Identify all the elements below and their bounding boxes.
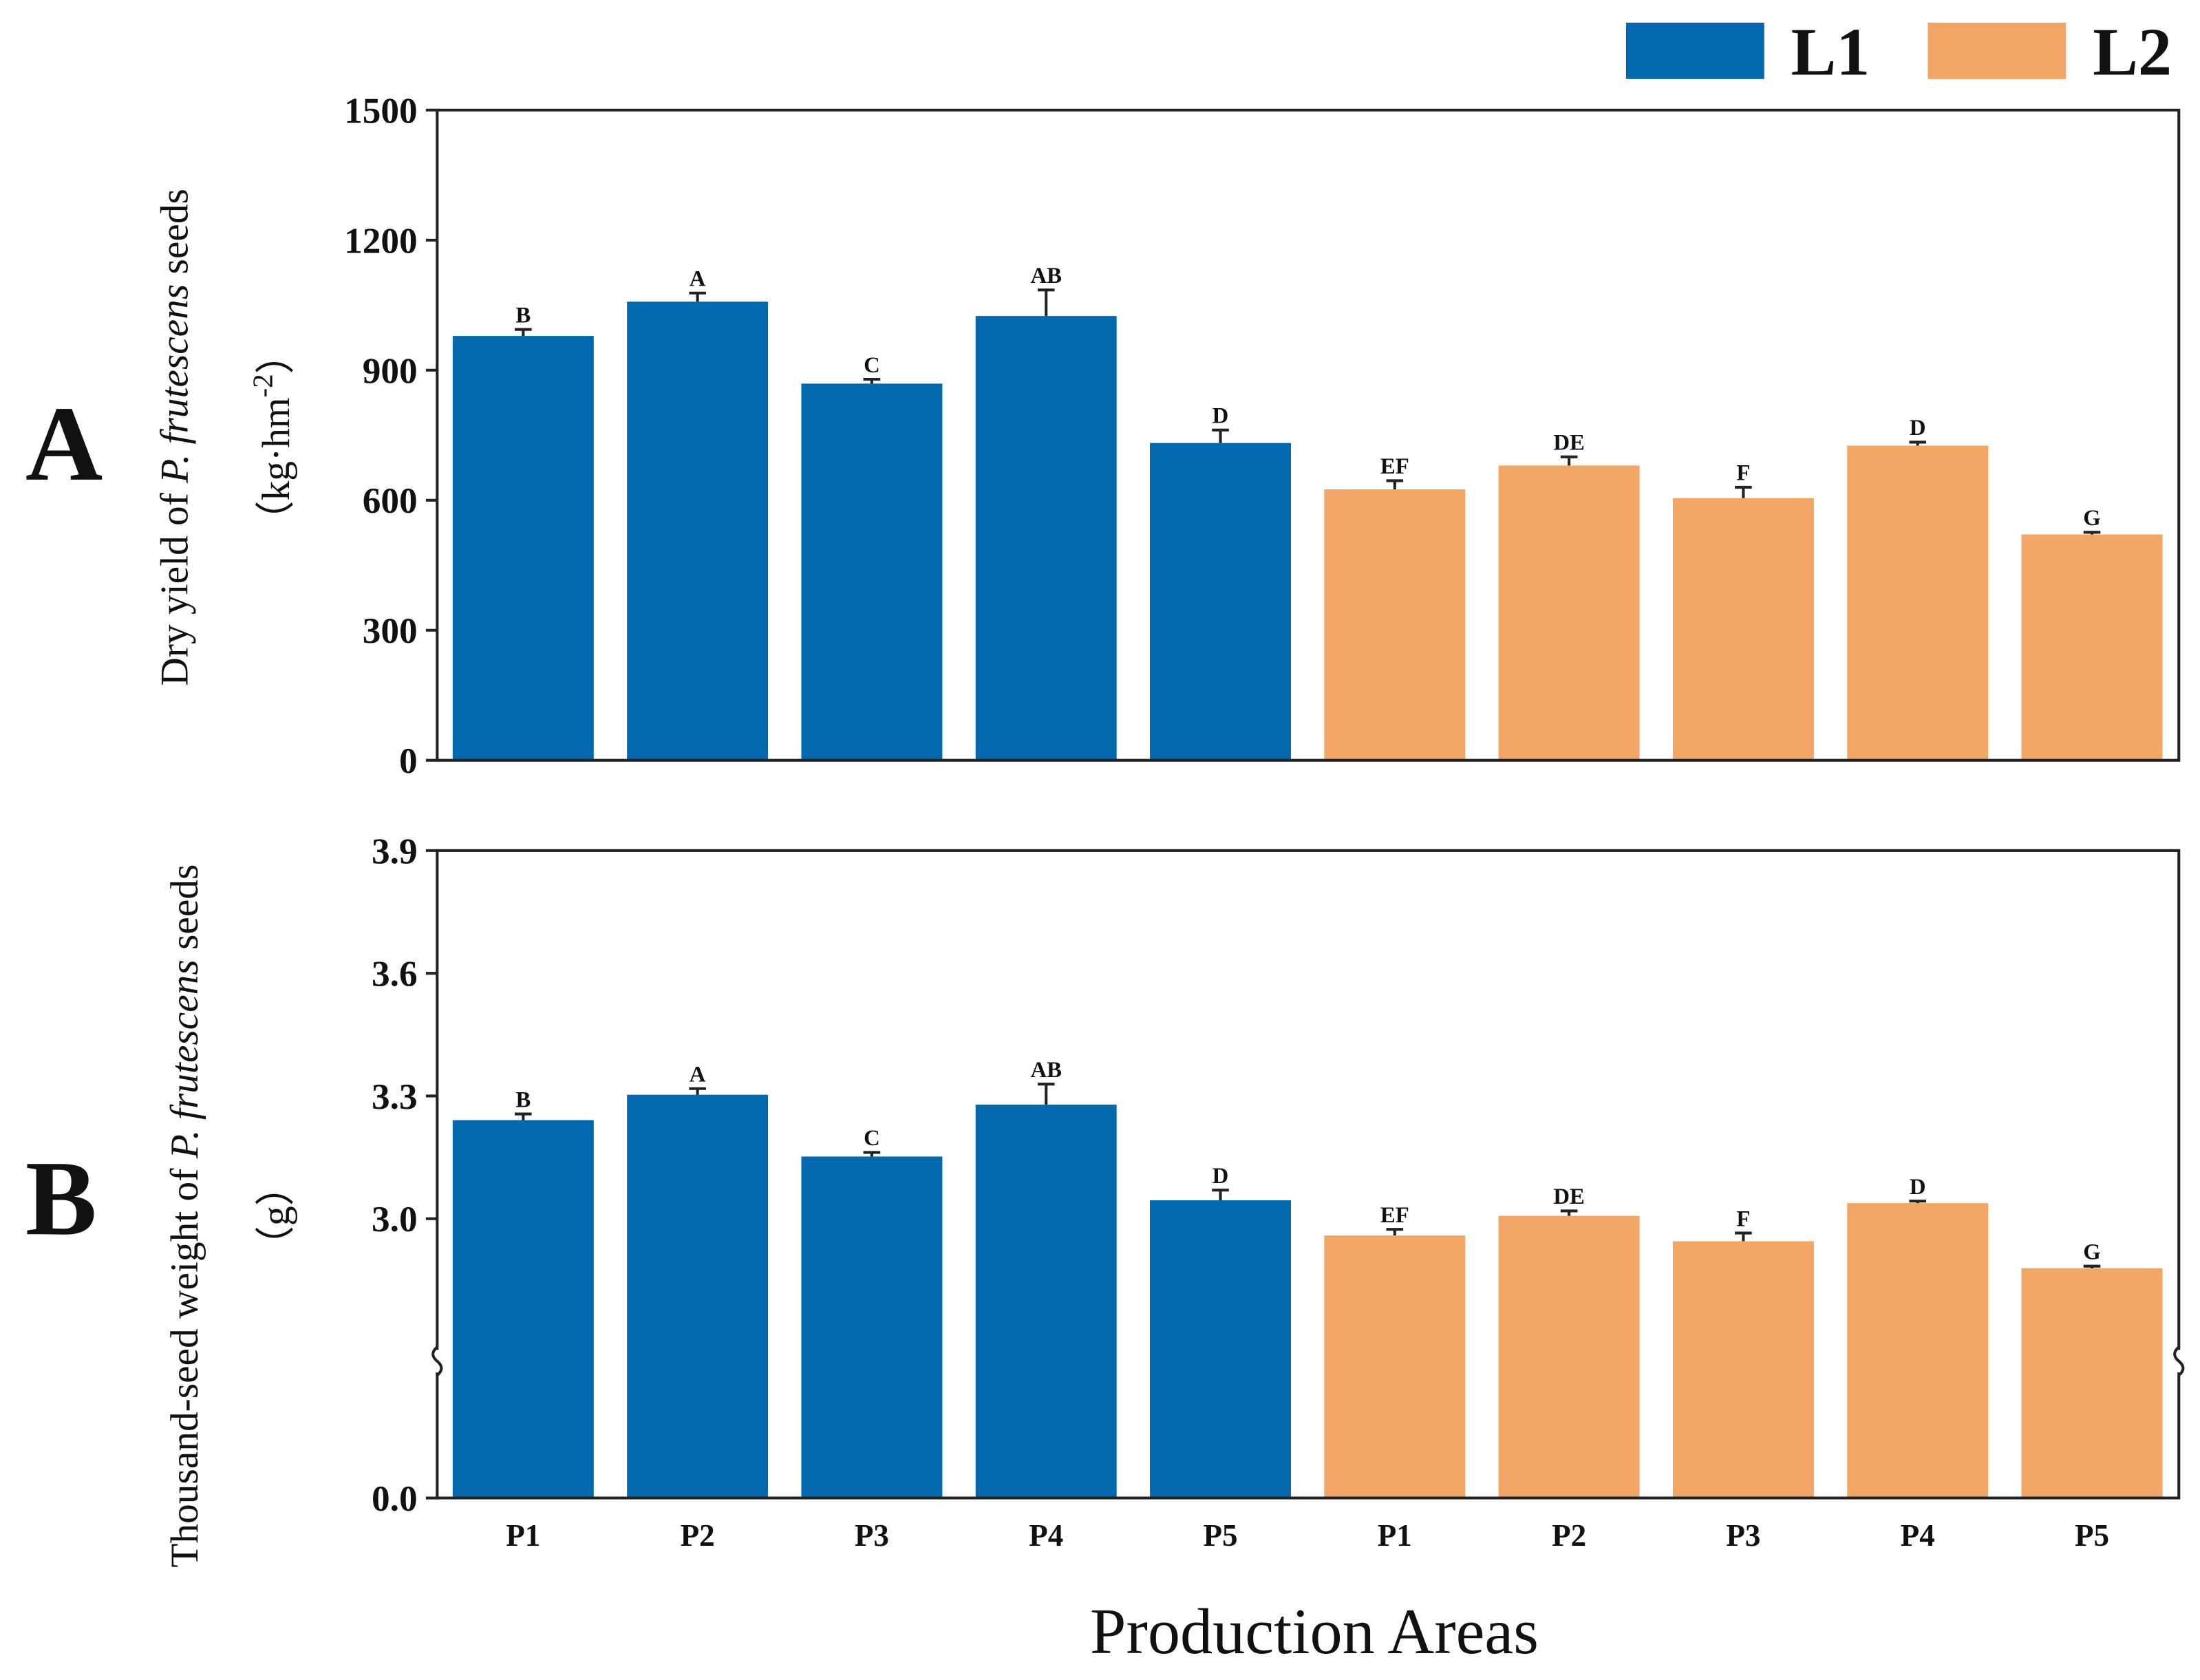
significance-letter: G [2083, 1240, 2100, 1264]
x-tick-label: P2 [1552, 1518, 1586, 1553]
x-tick-label: P2 [681, 1518, 715, 1553]
significance-letter: F [1736, 461, 1750, 486]
significance-letter: AB [1030, 264, 1062, 288]
significance-letter: A [690, 1063, 706, 1087]
significance-letter: EF [1380, 454, 1409, 479]
x-tick-label: P3 [855, 1518, 889, 1553]
bar-a-l2-p2 [1498, 465, 1640, 761]
bar-a-l2-p3 [1672, 498, 1814, 761]
y-axis-unit-a: （kg·hm-2） [247, 334, 299, 540]
x-tick-label: P1 [506, 1518, 540, 1553]
legend-swatch-l1 [1625, 22, 1764, 79]
bar-a-l2-p5 [2021, 534, 2163, 761]
bar-b-l1-p5 [1150, 1200, 1291, 1498]
y-tick-label: 0.0 [372, 1478, 418, 1519]
bar-b-l1-p4 [975, 1104, 1117, 1498]
y-tick-label: 300 [363, 610, 418, 651]
significance-letter: DE [1553, 431, 1585, 456]
axis-break-left [431, 1346, 443, 1376]
axis-break-right [2173, 1346, 2185, 1376]
x-axis-label: Production Areas [1090, 1596, 1539, 1668]
bar-a-l1-p3 [801, 383, 943, 761]
y-axis-unit-b: （g） [255, 1167, 298, 1265]
x-tick-label: P5 [2075, 1518, 2109, 1553]
y-tick-label: 600 [363, 480, 418, 521]
significance-letter: D [1213, 1164, 1229, 1189]
y-axis-label-a: Dry yield of P. frutescens seeds [153, 189, 197, 685]
plot-frame-b [436, 849, 2181, 1500]
bar-b-l1-p3 [801, 1156, 943, 1498]
x-tick-label: P4 [1901, 1518, 1935, 1553]
significance-letter: B [515, 303, 531, 328]
significance-letter: C [864, 1126, 880, 1151]
y-tick-label: 3.6 [372, 954, 418, 995]
panel-label-a: A [25, 384, 103, 503]
x-tick-label: P3 [1726, 1518, 1760, 1553]
x-tick-label: P4 [1029, 1518, 1063, 1553]
significance-letter: A [690, 267, 706, 292]
bar-b-l2-p3 [1672, 1241, 1814, 1498]
significance-letter: C [864, 353, 880, 378]
x-tick-label: P1 [1378, 1518, 1412, 1553]
y-axis-label-b: Thousand-seed weight of P. frutescens se… [163, 864, 206, 1568]
y-tick-label: 3.3 [372, 1076, 418, 1117]
bar-b-l1-p2 [627, 1094, 769, 1498]
significance-letter: D [1910, 1175, 1926, 1200]
significance-letter: B [515, 1087, 531, 1112]
significance-letter: D [1910, 416, 1926, 440]
bar-b-l2-p2 [1498, 1215, 1640, 1498]
significance-letter: F [1736, 1206, 1750, 1231]
legend-swatch-l2 [1927, 22, 2066, 79]
significance-letter: D [1213, 404, 1229, 429]
x-tick-label: P5 [1203, 1518, 1237, 1553]
legend-label-l1: L1 [1791, 15, 1870, 90]
significance-letter: AB [1030, 1058, 1062, 1083]
panel-label-b: B [25, 1138, 97, 1257]
legend: L1 L2 [1625, 15, 2172, 90]
bar-a-l1-p1 [452, 336, 594, 761]
plot-frame-a [436, 108, 2181, 762]
y-tick-label: 1500 [344, 90, 418, 131]
significance-letter: DE [1553, 1184, 1585, 1209]
significance-letter: G [2083, 506, 2100, 531]
significance-letter: EF [1380, 1203, 1409, 1228]
legend-label-l2: L2 [2093, 15, 2172, 90]
bar-a-l2-p4 [1847, 445, 1989, 761]
bar-b-l1-p1 [452, 1120, 594, 1498]
y-tick-label: 3.0 [372, 1199, 418, 1240]
bar-b-l2-p1 [1324, 1235, 1466, 1498]
y-tick-label: 900 [363, 350, 418, 391]
y-tick-label: 0 [399, 741, 418, 781]
y-tick-label: 1200 [344, 220, 418, 261]
bar-a-l1-p4 [975, 316, 1117, 761]
bar-a-l1-p5 [1150, 443, 1291, 761]
bar-b-l2-p5 [2021, 1268, 2163, 1498]
bar-a-l2-p1 [1324, 489, 1466, 761]
bar-a-l1-p2 [627, 301, 769, 761]
bar-b-l2-p4 [1847, 1203, 1989, 1498]
y-tick-label: 3.9 [372, 831, 418, 871]
